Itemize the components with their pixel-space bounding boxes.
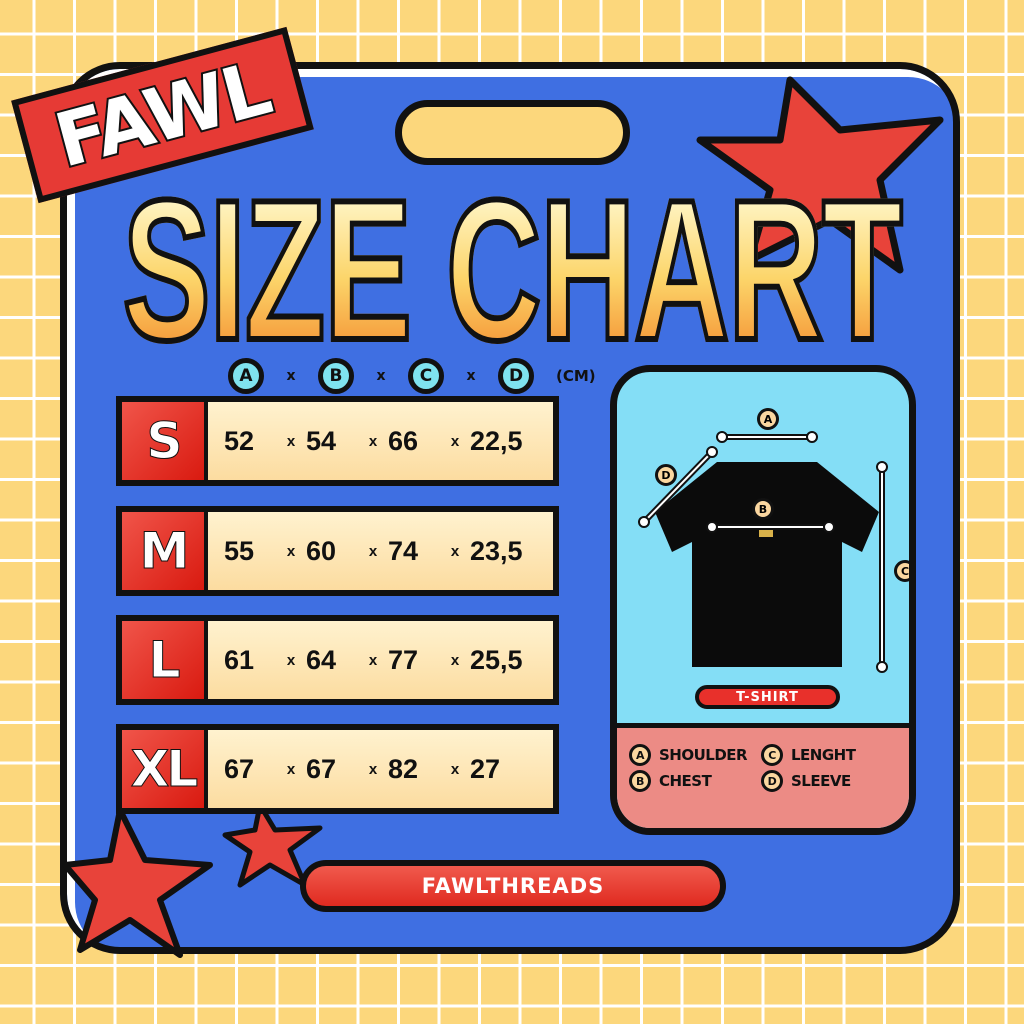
separator: x [286,432,296,450]
separator: x [368,651,378,669]
separator: x [376,368,386,384]
measurement-value: 61 [224,644,255,675]
header-marker-d: D [498,358,534,394]
marker-c: C [894,560,909,582]
size-label: M [122,512,204,590]
tshirt-image [655,462,879,667]
product-label: T-SHIRT [695,685,840,709]
measurement-value: 22,5 [470,425,523,456]
legend-item: B CHEST [629,770,761,792]
legend-item: C LENGHT [761,744,885,766]
size-row-m: M 55 x 60 x 74 x 23,5 [116,506,559,596]
header-marker-c: C [408,358,444,394]
measurement-header: A x B x C x D (CM) [228,358,596,394]
legend-label: LENGHT [791,746,856,764]
legend-label: SHOULDER [659,746,748,764]
size-row-s: S 52 x 54 x 66 x 22,5 [116,396,559,486]
separator: x [450,760,460,778]
size-row-xl: XL 67 x 67 x 82 x 27 [116,724,559,814]
separator: x [286,651,296,669]
legend-key: D [761,770,783,792]
measurement-value: 67 [306,753,337,784]
measurement-value: 82 [388,753,419,784]
unit-label: (CM) [556,367,596,385]
measurement-legend: A SHOULDER C LENGHT B CHEST D SLEEVE [629,744,885,792]
size-row-l: L 61 x 64 x 77 x 25,5 [116,615,559,705]
measure-lines [638,431,888,673]
star-top-right-icon [696,76,944,274]
measurement-value: 55 [224,535,255,566]
legend-key: A [629,744,651,766]
marker-b: B [752,498,774,520]
separator: x [368,432,378,450]
measurement-value: 74 [388,535,419,566]
page-title: SIZE CHART [121,159,905,382]
marker-d: D [655,464,677,486]
measurement-value: 23,5 [470,535,523,566]
size-values: 52 x 54 x 66 x 22,5 [208,402,553,480]
legend-label: CHEST [659,772,712,790]
separator: x [450,651,460,669]
size-label: XL [122,730,204,808]
measurement-value: 60 [306,535,337,566]
star-bottom-left-icon [62,807,213,958]
measurement-value: 67 [224,753,255,784]
measurement-value: 52 [224,425,255,456]
separator: x [368,542,378,560]
measurement-value: 25,5 [470,644,523,675]
separator: x [368,760,378,778]
separator: x [286,760,296,778]
separator: x [450,542,460,560]
size-values: 61 x 64 x 77 x 25,5 [208,621,553,699]
legend-key: B [629,770,651,792]
header-marker-a: A [228,358,264,394]
measurement-value: 27 [470,753,501,784]
measurement-value: 66 [388,425,419,456]
header-marker-b: B [318,358,354,394]
legend-key: C [761,744,783,766]
measurement-value: 54 [306,425,337,456]
hang-hole [395,100,630,165]
measurement-value: 77 [388,644,419,675]
legend-label: SLEEVE [791,772,851,790]
size-values: 67 x 67 x 82 x 27 [208,730,553,808]
separator: x [286,542,296,560]
separator: x [466,368,476,384]
size-values: 55 x 60 x 74 x 23,5 [208,512,553,590]
measurement-value: 64 [306,644,337,675]
separator: x [286,368,296,384]
size-label: L [122,621,204,699]
title-area: SIZE CHART [112,159,912,382]
tshirt-diagram-panel: A B C D T-SHIRT A SHOULDER C LENGHT B CHEST… [610,365,916,835]
separator: x [450,432,460,450]
legend-item: D SLEEVE [761,770,885,792]
marker-a: A [757,408,779,430]
legend-item: A SHOULDER [629,744,761,766]
footer-brand-pill: FAWLTHREADS [300,860,726,912]
star-small-icon [222,802,323,888]
size-label: S [122,402,204,480]
